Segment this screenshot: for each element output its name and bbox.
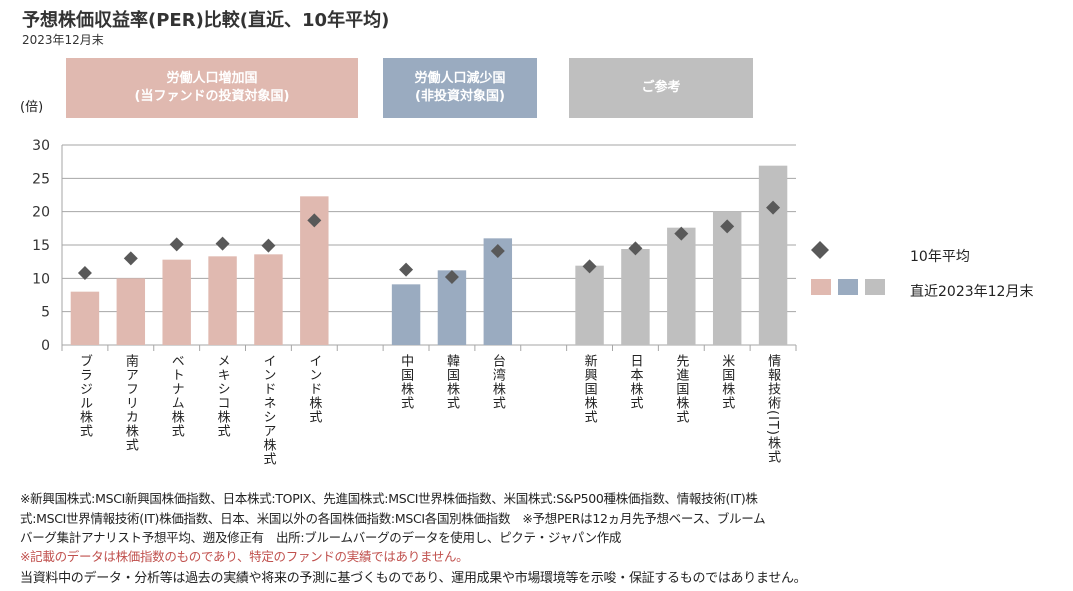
group-sublabel: (当ファンドの投資対象国)	[134, 89, 290, 104]
bar	[667, 227, 696, 345]
x-category-label: 南アフリカ株式	[122, 354, 138, 452]
average-marker	[490, 244, 505, 258]
footnote-line: バーグ集計アナリスト予想平均、遡及修正有 出所:ブルームバーグのデータを使用し、…	[20, 530, 622, 545]
group-header-increasing: 労働人口増加国 (当ファンドの投資対象国)	[66, 58, 358, 118]
bar	[70, 291, 100, 345]
bar	[116, 278, 146, 345]
bar	[208, 256, 237, 345]
group-label: 労働人口減少国	[414, 71, 506, 86]
x-category-label: 台湾株式	[489, 354, 505, 410]
legend-swatch	[811, 279, 831, 295]
footnote-line: ※新興国株式:MSCI新興国株価指数、日本株式:TOPIX、先進国株式:MSCI…	[20, 491, 758, 506]
group-header-decreasing: 労働人口減少国 (非投資対象国)	[383, 58, 537, 118]
bar	[254, 254, 283, 345]
average-marker	[123, 251, 138, 266]
bar	[758, 165, 788, 345]
footnote-line: 式:MSCI世界情報技術(IT)株価指数、日本、米国以外の各国株価指数:MSCI…	[20, 511, 766, 526]
average-marker	[674, 226, 689, 241]
average-marker	[169, 237, 184, 252]
x-category-label: 情報技術(IT)株式	[765, 354, 781, 464]
x-category-label: インドネシア株式	[260, 354, 276, 466]
group-label: 労働人口増加国	[166, 71, 258, 86]
group-label: ご参考	[641, 80, 681, 95]
x-category-label: 先進国株式	[673, 354, 689, 424]
disclaimer: 当資料中のデータ・分析等は過去の実績や将来の予測に基づくものであり、運用成果や市…	[20, 571, 807, 586]
chart-title: 予想株価収益率(PER)比較(直近、10年平均)	[22, 10, 390, 31]
average-marker	[582, 259, 597, 274]
x-category-label: 米国株式	[719, 354, 735, 410]
x-category-label: 日本株式	[627, 354, 643, 410]
average-marker	[628, 241, 643, 256]
average-marker	[261, 238, 276, 253]
y-tick-label: 30	[32, 138, 50, 154]
average-marker	[215, 236, 230, 251]
legend-diamond-icon	[811, 241, 829, 259]
x-category-label: 中国株式	[398, 354, 414, 410]
legend-swatch	[838, 279, 858, 295]
average-marker	[766, 200, 781, 215]
legend-label-latest: 直近2023年12月末	[910, 284, 1034, 300]
y-tick-label: 20	[32, 205, 50, 221]
x-category-label: メキシコ株式	[214, 354, 230, 438]
bar	[162, 259, 191, 345]
y-tick-label: 10	[32, 271, 50, 287]
x-category-label: インド株式	[306, 354, 322, 424]
chart-subtitle: 2023年12月末	[22, 33, 104, 47]
y-tick-label: 0	[41, 338, 50, 354]
bar	[621, 249, 650, 345]
y-tick-label: 15	[32, 238, 50, 254]
x-category-label: 韓国株式	[443, 354, 459, 410]
legend-swatch	[865, 279, 885, 295]
x-category-label: 新興国株式	[581, 354, 597, 424]
average-marker	[307, 213, 322, 228]
bar	[575, 265, 604, 345]
y-axis-unit: (倍)	[20, 100, 44, 115]
x-category-label: ブラジル株式	[76, 354, 92, 438]
y-tick-label: 5	[41, 305, 50, 321]
group-header-reference: ご参考	[569, 58, 753, 118]
x-category-label: ベトナム株式	[168, 354, 184, 438]
legend-label-average: 10年平均	[910, 249, 970, 265]
bar	[712, 211, 742, 345]
warning-note: ※記載のデータは株価指数のものであり、特定のファンドの実績ではありません。	[20, 549, 469, 564]
average-marker	[720, 219, 735, 234]
average-marker	[77, 266, 92, 280]
group-sublabel: (非投資対象国)	[415, 89, 505, 104]
average-marker	[399, 262, 414, 277]
average-marker	[444, 270, 459, 284]
y-tick-label: 25	[32, 171, 50, 187]
bar	[391, 284, 421, 345]
